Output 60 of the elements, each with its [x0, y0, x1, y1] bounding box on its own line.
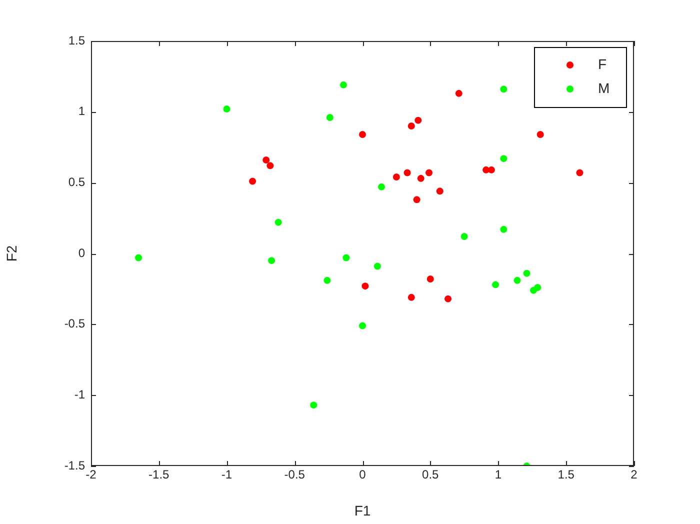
point — [492, 281, 500, 288]
point — [135, 254, 142, 262]
y-tick-label: -0.5 — [64, 316, 86, 331]
x-tick-label: 0 — [359, 468, 366, 482]
point — [342, 254, 350, 262]
y-tick-label: -1 — [74, 387, 86, 402]
point — [534, 284, 542, 291]
point — [408, 122, 415, 130]
y-tick-label: 0.5 — [68, 174, 86, 189]
point — [426, 276, 434, 282]
point — [392, 174, 400, 180]
y-tick-label: 1.5 — [68, 33, 86, 48]
x-tick-label: -2 — [86, 468, 97, 482]
point — [444, 295, 452, 302]
point — [359, 322, 366, 330]
point — [310, 402, 318, 409]
point — [266, 162, 274, 170]
point — [414, 116, 422, 124]
x-tick-label: 0.5 — [422, 468, 440, 482]
y-tick-label: 0 — [78, 246, 86, 260]
point — [436, 188, 444, 195]
point — [340, 81, 347, 88]
x-tick-label: 1.5 — [558, 468, 575, 482]
point — [500, 226, 508, 233]
point — [268, 257, 276, 264]
x-tick-label: 2 — [630, 468, 638, 482]
point — [576, 169, 584, 176]
point — [326, 114, 334, 121]
x-tick-label: -0.5 — [284, 468, 306, 482]
point — [378, 183, 386, 190]
x-tick-label: 1 — [494, 468, 502, 482]
point — [426, 169, 433, 176]
x-tick-label: -1 — [221, 468, 232, 482]
point — [523, 270, 530, 277]
point — [359, 131, 366, 138]
x-axis-title: F1 — [354, 502, 371, 518]
point — [249, 178, 256, 185]
point — [262, 156, 270, 164]
point — [324, 276, 331, 284]
point — [500, 86, 508, 93]
x-tick-label: -1.5 — [148, 468, 170, 482]
legend-label: M — [598, 80, 610, 96]
point — [488, 166, 495, 174]
point — [500, 155, 508, 162]
point — [417, 174, 424, 182]
y-tick-label: -1.5 — [64, 458, 86, 472]
point — [413, 196, 420, 204]
point — [274, 218, 282, 226]
point — [536, 131, 544, 138]
legend-label: F — [598, 56, 607, 72]
point — [408, 294, 415, 301]
point — [404, 169, 411, 176]
point — [455, 90, 462, 97]
point — [223, 106, 230, 112]
point — [362, 282, 369, 290]
y-axis-title: F2 — [3, 245, 20, 262]
y-tick-label: 1 — [78, 104, 86, 118]
point — [514, 276, 521, 284]
point — [374, 262, 381, 270]
point — [460, 233, 468, 240]
